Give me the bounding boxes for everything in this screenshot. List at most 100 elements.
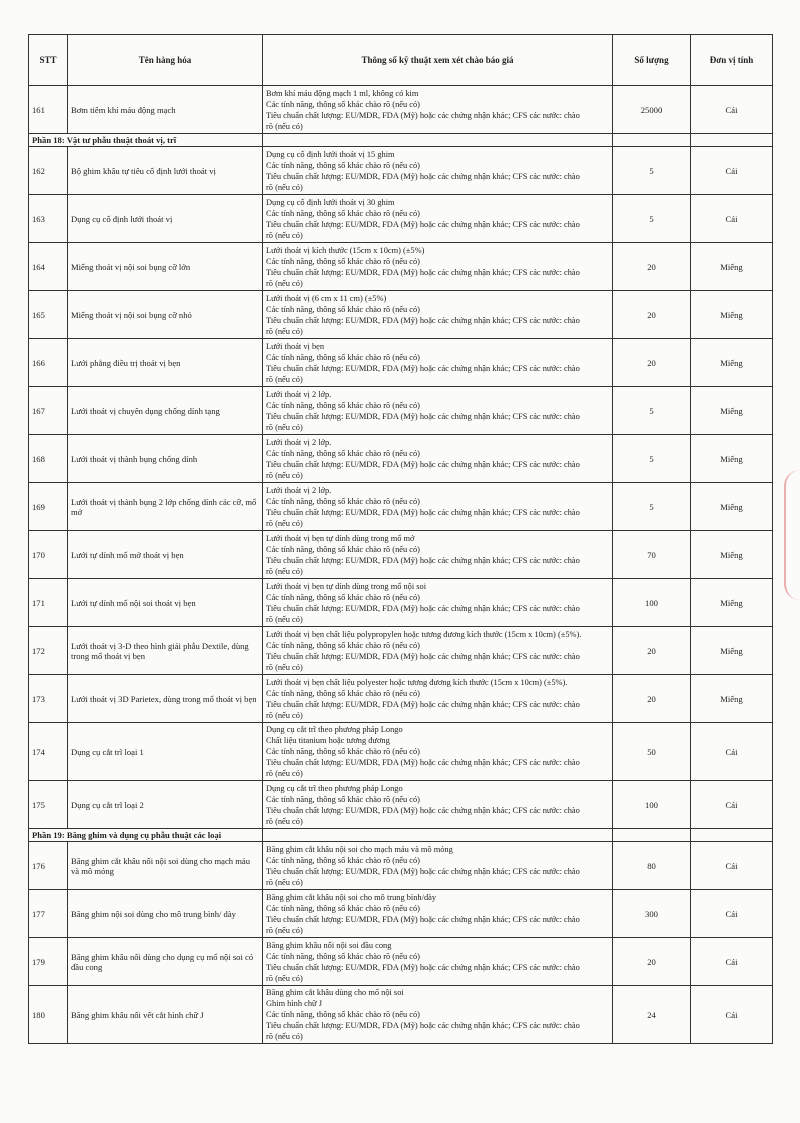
- spec-line: Ghim hình chữ J: [266, 999, 322, 1008]
- spec-cell: Băng ghim cắt khâu dùng cho mổ nội soi Gh…: [262, 985, 613, 1044]
- spec-line: Các tính năng, thông số khác chào rõ (nế…: [266, 855, 420, 865]
- spec-line: Các tính năng, thông số khác chào rõ (nế…: [266, 1010, 420, 1019]
- spec-line: Tiêu chuẩn chất lượng: EU/MDR, FDA (Mỹ) …: [266, 267, 580, 277]
- stt-cell: 170: [28, 530, 68, 579]
- spec-line: Các tính năng, thông số khác chào rõ (nế…: [266, 352, 420, 362]
- spec-cell: Lưới thoát vị bẹn chất liệu polypropylen…: [262, 626, 613, 675]
- spec-line: Băng ghim khâu nối nội soi đầu cong: [266, 940, 392, 950]
- spec-line: Các tính năng, thông số khác chào rõ (nế…: [266, 256, 420, 266]
- quantity: 20: [612, 338, 691, 387]
- stt-cell: 168: [28, 434, 68, 483]
- spec-line: rõ (nếu có): [266, 566, 303, 576]
- spec-line: rõ (nếu có): [266, 1032, 303, 1041]
- spec-cell: Dụng cụ cố định lưới thoát vị 30 ghim Các…: [262, 194, 613, 243]
- spec-line: Tiêu chuẩn chất lượng: EU/MDR, FDA (Mỹ) …: [266, 219, 580, 229]
- item-name: Lưới thoát vị thành bụng 2 lớp chống dín…: [67, 482, 263, 531]
- spec-cell: Băng ghim cắt khâu nội soi cho mô trung …: [262, 889, 613, 938]
- item-name: Lưới tự dính mổ mở thoát vị bẹn: [67, 530, 263, 579]
- quantity: 5: [612, 482, 691, 531]
- spec-cell: Bơm khí máu động mạch 1 ml, không có kim…: [262, 85, 613, 134]
- spec-line: Dụng cụ cắt trĩ theo phương pháp Longo: [266, 783, 403, 793]
- stt-cell: 179: [28, 937, 68, 986]
- spec-line: rõ (nếu có): [266, 230, 303, 240]
- item-row: 169 Lưới thoát vị thành bụng 2 lớp chống …: [28, 482, 773, 531]
- spec-line: Dụng cụ cắt trĩ theo phương pháp Longo: [266, 725, 403, 734]
- spec-line: Tiêu chuẩn chất lượng: EU/MDR, FDA (Mỹ) …: [266, 315, 580, 325]
- spec-line: rõ (nếu có): [266, 614, 303, 624]
- spec-line: Tiêu chuẩn chất lượng: EU/MDR, FDA (Mỹ) …: [266, 507, 580, 517]
- stt-cell: 173: [28, 674, 68, 723]
- item-row: 161 Bơm tiêm khí máu động mạch Bơm khí máu…: [28, 85, 773, 134]
- unit: Miếng: [690, 578, 773, 627]
- item-row: 163 Dụng cụ cố định lưới thoát vị Dụng cụ …: [28, 194, 773, 243]
- stt-cell: 167: [28, 386, 68, 435]
- spec-line: rõ (nếu có): [266, 121, 303, 131]
- unit: Miếng: [690, 434, 773, 483]
- spec-line: rõ (nếu có): [266, 182, 303, 192]
- spec-cell: Lưới thoát vị 2 lớp. Các tính năng, thông…: [262, 434, 613, 483]
- spec-line: Tiêu chuẩn chất lượng: EU/MDR, FDA (Mỹ) …: [266, 363, 580, 373]
- item-row: 179 Băng ghim khâu nối dùng cho dụng cụ m…: [28, 937, 773, 986]
- item-row: 177 Băng ghim nội soi dùng cho mô trung b…: [28, 889, 773, 938]
- item-row: 172 Lưới thoát vị 3-D theo hình giải phẫu…: [28, 626, 773, 675]
- stt-cell: 161: [28, 85, 68, 134]
- quote-table: STT Tên hàng hóa Thông số kỹ thuật xem xét…: [28, 34, 773, 1044]
- spec-line: Lưới thoát vị (6 cm x 11 cm) (±5%): [266, 293, 387, 303]
- spec-line: rõ (nếu có): [266, 877, 303, 887]
- spec-line: Lưới thoát vị bẹn chất liệu polyester ho…: [266, 677, 568, 687]
- spec-line: rõ (nếu có): [266, 374, 303, 384]
- item-name: Dụng cụ cắt trĩ loại 1: [67, 722, 263, 781]
- quantity: 25000: [612, 85, 691, 134]
- empty-cell: [262, 828, 613, 842]
- empty-cell: [612, 133, 691, 147]
- spec-line: Tiêu chuẩn chất lượng: EU/MDR, FDA (Mỹ) …: [266, 110, 580, 120]
- unit: Cái: [690, 722, 773, 781]
- unit: Miếng: [690, 290, 773, 339]
- spec-cell: Dụng cụ cắt trĩ theo phương pháp Longo Ch…: [262, 722, 613, 781]
- stt-cell: 175: [28, 780, 68, 829]
- item-row: 173 Lưới thoát vị 3D Parietex, dùng trong…: [28, 674, 773, 723]
- quantity: 20: [612, 626, 691, 675]
- spec-line: Tiêu chuẩn chất lượng: EU/MDR, FDA (Mỹ) …: [266, 171, 580, 181]
- spec-line: Các tính năng, thông số khác chào rõ (nế…: [266, 208, 420, 218]
- spec-cell: Lưới thoát vị 2 lớp. Các tính năng, thông…: [262, 482, 613, 531]
- spec-line: Lưới thoát vị 2 lớp.: [266, 437, 332, 447]
- spec-line: Tiêu chuẩn chất lượng: EU/MDR, FDA (Mỹ) …: [266, 459, 580, 469]
- spec-line: Băng ghim cắt khâu nội soi cho mô trung …: [266, 892, 437, 902]
- item-row: 174 Dụng cụ cắt trĩ loại 1 Dụng cụ cắt trĩ…: [28, 722, 773, 781]
- unit: Miếng: [690, 386, 773, 435]
- column-header: Đơn vị tính: [690, 34, 773, 86]
- spec-line: rõ (nếu có): [266, 518, 303, 528]
- stt-cell: 166: [28, 338, 68, 387]
- spec-cell: Lưới thoát vị bẹn tự dính dùng trong mổ …: [262, 530, 613, 579]
- spec-line: Tiêu chuẩn chất lượng: EU/MDR, FDA (Mỹ) …: [266, 805, 580, 815]
- item-name: Bơm tiêm khí máu động mạch: [67, 85, 263, 134]
- section-row: Phần 19: Băng ghim và dụng cụ phẫu thuật…: [28, 828, 773, 842]
- item-name: Bộ ghim khâu tự tiêu cố định lưới thoát …: [67, 146, 263, 195]
- quantity: 20: [612, 290, 691, 339]
- spec-line: rõ (nếu có): [266, 816, 303, 826]
- item-name: Lưới thoát vị thành bụng chống dính: [67, 434, 263, 483]
- quantity: 20: [612, 937, 691, 986]
- unit: Miếng: [690, 674, 773, 723]
- unit: Cái: [690, 85, 773, 134]
- spec-line: Tiêu chuẩn chất lượng: EU/MDR, FDA (Mỹ) …: [266, 651, 580, 661]
- spec-line: Băng ghim cắt khâu dùng cho mổ nội soi: [266, 988, 404, 997]
- spec-line: Các tính năng, thông số khác chào rõ (nế…: [266, 496, 420, 506]
- spec-line: Các tính năng, thông số khác chào rõ (nế…: [266, 400, 420, 410]
- spec-line: Tiêu chuẩn chất lượng: EU/MDR, FDA (Mỹ) …: [266, 962, 580, 972]
- quantity: 24: [612, 985, 691, 1044]
- spec-cell: Lưới thoát vị kích thước (15cm x 10cm) (…: [262, 242, 613, 291]
- stt-cell: 169: [28, 482, 68, 531]
- stt-cell: 172: [28, 626, 68, 675]
- spec-line: rõ (nếu có): [266, 925, 303, 935]
- item-row: 170 Lưới tự dính mổ mở thoát vị bẹn Lưới t…: [28, 530, 773, 579]
- spec-line: Dụng cụ cố định lưới thoát vị 30 ghim: [266, 197, 395, 207]
- item-row: 175 Dụng cụ cắt trĩ loại 2 Dụng cụ cắt trĩ…: [28, 780, 773, 829]
- spec-cell: Lưới thoát vị bẹn tự dính dùng trong mổ …: [262, 578, 613, 627]
- item-row: 171 Lưới tự dính mổ nội soi thoát vị bẹn L…: [28, 578, 773, 627]
- spec-line: Các tính năng, thông số khác chào rõ (nế…: [266, 640, 420, 650]
- unit: Miếng: [690, 626, 773, 675]
- item-row: 180 Băng ghim khâu nối vết cắt hình chữ J…: [28, 985, 773, 1044]
